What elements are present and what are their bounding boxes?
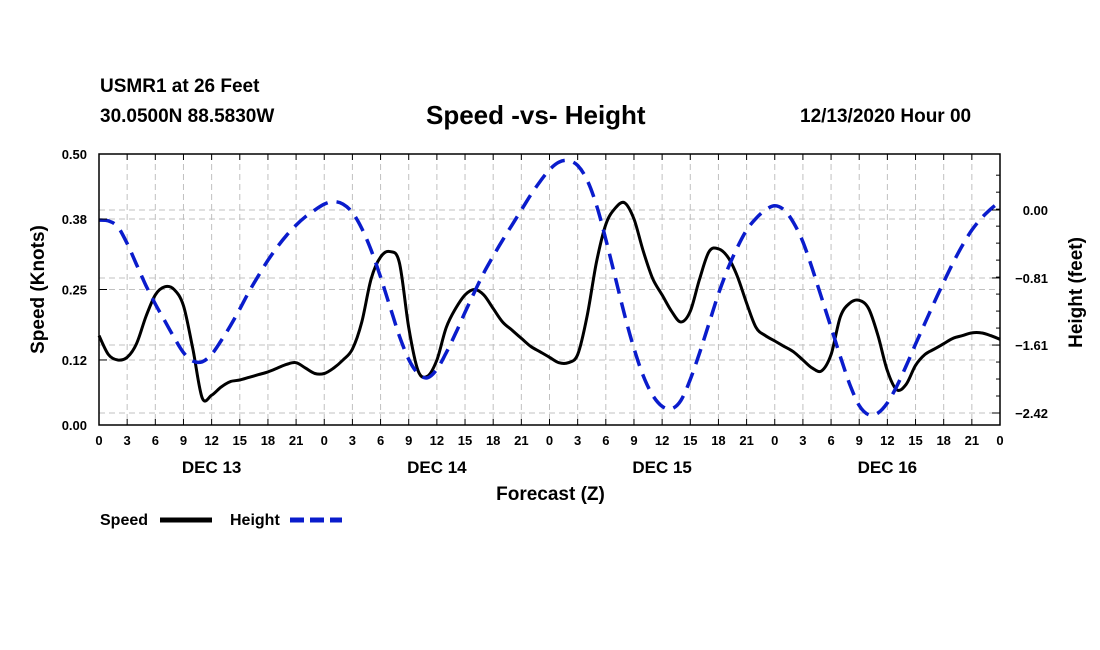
x-tick-label: 12 xyxy=(655,433,669,448)
x-tick-label: 15 xyxy=(233,433,247,448)
y2-tick-label: −2.42 xyxy=(1015,406,1048,421)
legend: Speed Height xyxy=(100,512,342,529)
y2-tick-label: 0.00 xyxy=(1023,203,1048,218)
y-tick-label: 0.12 xyxy=(62,353,87,368)
x-tick-label: 21 xyxy=(289,433,303,448)
x-tick-label: 6 xyxy=(827,433,834,448)
station-coordinates: 30.0500N 88.5830W xyxy=(100,106,275,127)
height-series-line xyxy=(98,158,1002,417)
station-label: USMR1 at 26 Feet xyxy=(100,76,260,97)
speed-series-line xyxy=(97,200,1001,403)
x-tick-label: 18 xyxy=(261,433,275,448)
x-tick-label: 15 xyxy=(683,433,697,448)
x-tick-label: 0 xyxy=(95,433,102,448)
day-label: DEC 16 xyxy=(858,458,918,477)
x-tick-label: 6 xyxy=(377,433,384,448)
day-label: DEC 13 xyxy=(182,458,242,477)
x-tick-label: 18 xyxy=(936,433,950,448)
x-axis-title: Forecast (Z) xyxy=(496,484,605,505)
y2-tick-label: −0.81 xyxy=(1015,271,1048,286)
y-tick-label: 0.00 xyxy=(62,418,87,433)
x-tick-label: 0 xyxy=(321,433,328,448)
x-tick-label: 0 xyxy=(771,433,778,448)
y-tick-label: 0.25 xyxy=(62,283,87,298)
y2-tick-label: −1.61 xyxy=(1015,338,1048,353)
x-tick-label: 21 xyxy=(514,433,528,448)
x-tick-label: 18 xyxy=(486,433,500,448)
grid xyxy=(99,154,1000,425)
x-tick-label: 9 xyxy=(180,433,187,448)
x-tick-label: 21 xyxy=(739,433,753,448)
x-tick-label: 15 xyxy=(908,433,922,448)
x-tick-label: 12 xyxy=(204,433,218,448)
x-tick-label: 21 xyxy=(965,433,979,448)
x-tick-label: 9 xyxy=(856,433,863,448)
x-tick-label: 12 xyxy=(880,433,894,448)
x-tick-label: 3 xyxy=(799,433,806,448)
x-tick-label: 3 xyxy=(124,433,131,448)
x-tick-label: 18 xyxy=(711,433,725,448)
day-label: DEC 14 xyxy=(407,458,467,477)
x-tick-label: 6 xyxy=(152,433,159,448)
chart-title: Speed -vs- Height xyxy=(426,100,646,130)
x-tick-label: 6 xyxy=(602,433,609,448)
y-axis-title: Speed (Knots) xyxy=(28,225,49,354)
x-tick-label: 12 xyxy=(430,433,444,448)
x-tick-label: 3 xyxy=(574,433,581,448)
x-tick-label: 15 xyxy=(458,433,472,448)
x-tick-label: 3 xyxy=(349,433,356,448)
forecast-run-time: 12/13/2020 Hour 00 xyxy=(800,106,972,127)
day-label: DEC 15 xyxy=(632,458,692,477)
legend-height-label: Height xyxy=(230,512,280,529)
legend-speed-label: Speed xyxy=(100,512,148,529)
y2-axis-title: Height (feet) xyxy=(1066,237,1087,348)
x-tick-label: 0 xyxy=(996,433,1003,448)
axes: 0 3 6 9 12 15 18 21 0 3 6 9 12 15 18 21 0 3 6 9 12 15 18 21 0 3 6 9… xyxy=(62,147,1048,477)
x-tick-label: 0 xyxy=(546,433,553,448)
y-tick-label: 0.50 xyxy=(62,147,87,162)
x-tick-label: 9 xyxy=(405,433,412,448)
y-tick-label: 0.38 xyxy=(62,212,87,227)
series-group xyxy=(97,158,1002,417)
x-tick-label: 9 xyxy=(630,433,637,448)
